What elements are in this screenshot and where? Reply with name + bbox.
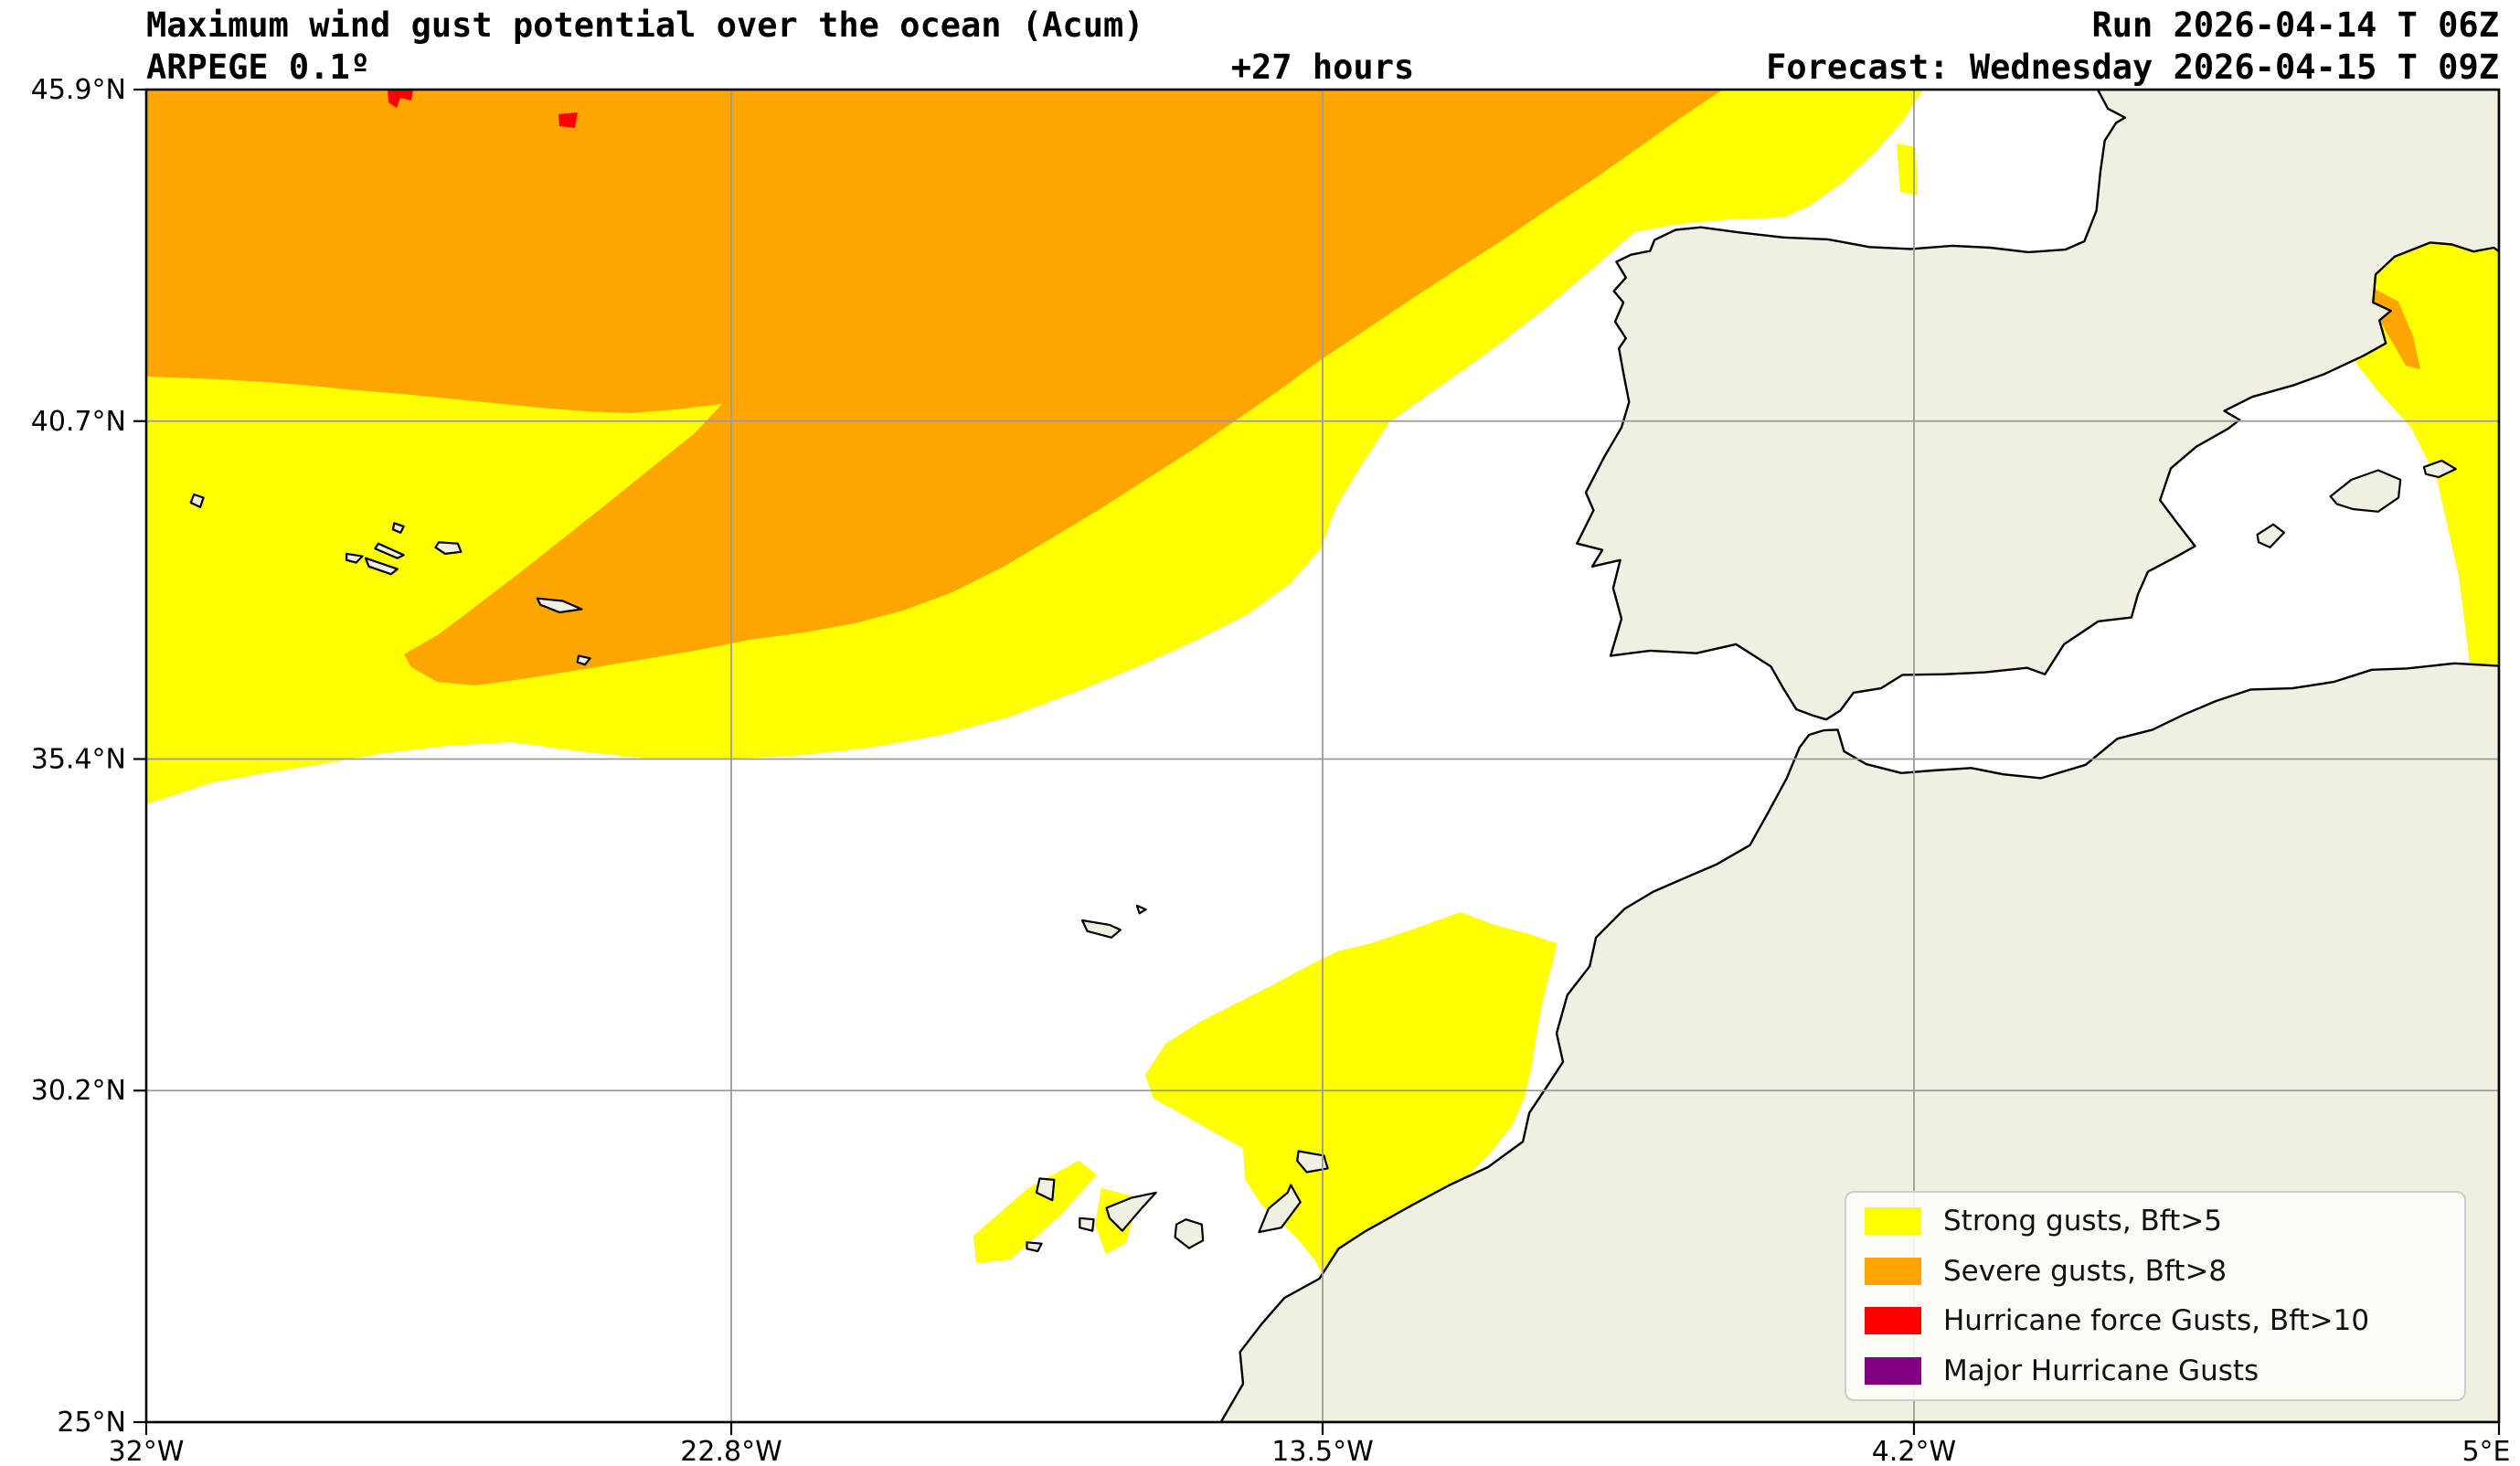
legend-item-hurricane: Hurricane force Gusts, Bft>10 bbox=[1846, 1296, 2464, 1346]
island-ibiza bbox=[2256, 523, 2285, 548]
y-tick-label: 35.4°N bbox=[31, 743, 126, 775]
legend-label-hurricane: Hurricane force Gusts, Bft>10 bbox=[1943, 1304, 2370, 1338]
island-santa-maria bbox=[576, 654, 591, 666]
gust-region-hurricane-gusts-patch-1 bbox=[388, 90, 413, 108]
x-tick-label: 22.8°W bbox=[680, 1436, 782, 1466]
island-tenerife bbox=[1105, 1191, 1157, 1232]
x-tick-label: 13.5°W bbox=[1271, 1436, 1373, 1466]
gust-region-severe-gusts-atlantic bbox=[146, 90, 1723, 685]
legend-item-major: Major Hurricane Gusts bbox=[1846, 1346, 2464, 1397]
run-timestamp: Run 2026-04-14 T 06Z bbox=[2091, 5, 2499, 45]
legend-swatch-severe bbox=[1865, 1257, 1921, 1285]
y-tick-label: 25°N bbox=[57, 1407, 126, 1439]
legend-swatch-hurricane bbox=[1865, 1307, 1921, 1335]
island-graciosa bbox=[391, 522, 405, 534]
island-sao-miguel bbox=[536, 597, 583, 614]
island-faial bbox=[346, 552, 364, 564]
island-la-gomera bbox=[1079, 1216, 1095, 1232]
island-la-palma bbox=[1035, 1177, 1056, 1202]
gust-region-strong-gusts-lion-coast bbox=[2317, 233, 2499, 773]
y-tick-label: 30.2°N bbox=[31, 1075, 126, 1107]
plot-frame bbox=[144, 88, 2501, 1424]
x-tick-label: 32°W bbox=[109, 1436, 185, 1466]
forecast-timestamp: Forecast: Wednesday 2026-04-15 T 09Z bbox=[1766, 48, 2499, 87]
legend-item-strong: Strong gusts, Bft>5 bbox=[1846, 1196, 2464, 1247]
x-tick-label: 5°E bbox=[2462, 1436, 2510, 1466]
island-menorca bbox=[2422, 459, 2457, 479]
page-title: Maximum wind gust potential over the oce… bbox=[146, 5, 1144, 45]
model-subtitle: ARPEGE 0.1º bbox=[146, 48, 371, 87]
gust-region-hurricane-gusts-patch-2 bbox=[558, 112, 578, 128]
gust-region-strong-gusts-west-canaries bbox=[973, 1161, 1097, 1263]
island-mallorca bbox=[2329, 469, 2402, 513]
island-madeira bbox=[1080, 919, 1122, 939]
land-iberia-france bbox=[1576, 90, 2499, 721]
legend-label-major: Major Hurricane Gusts bbox=[1943, 1354, 2259, 1387]
y-tick-label: 45.9°N bbox=[31, 74, 126, 106]
lead-time-label: +27 hours bbox=[1230, 48, 1415, 87]
gust-region-strong-gusts-biscay-sliver bbox=[1897, 143, 1918, 196]
legend-label-severe: Severe gusts, Bft>8 bbox=[1943, 1254, 2228, 1288]
island-el-hierro bbox=[1026, 1241, 1043, 1253]
x-tick-label: 4.2°W bbox=[1872, 1436, 1956, 1466]
island-fuerteventura bbox=[1258, 1184, 1302, 1234]
island-sao-jorge bbox=[374, 542, 405, 559]
legend-label-strong: Strong gusts, Bft>5 bbox=[1943, 1205, 2223, 1238]
gust-region-strong-gusts-morocco-canaries bbox=[1145, 912, 1557, 1305]
island-porto-santo bbox=[1135, 904, 1147, 915]
legend-swatch-strong bbox=[1865, 1207, 1921, 1236]
y-tick-label: 40.7°N bbox=[31, 406, 126, 438]
island-gran-canaria bbox=[1174, 1218, 1205, 1249]
axis-labels: 45.9°N 40.7°N 35.4°N 30.2°N 25°N32°W 22.8°W 13… bbox=[31, 74, 2511, 1466]
legend-item-severe: Severe gusts, Bft>8 bbox=[1846, 1247, 2464, 1297]
island-lanzarote bbox=[1296, 1150, 1329, 1174]
island-terceira bbox=[434, 541, 463, 555]
legend-swatch-major bbox=[1865, 1356, 1921, 1385]
legend: Strong gusts, Bft>5 Severe gusts, Bft>8 Hu… bbox=[1845, 1191, 2466, 1401]
island-pico bbox=[364, 557, 399, 576]
island-flores-corvo bbox=[189, 493, 205, 508]
map-layers bbox=[146, 90, 2499, 1422]
